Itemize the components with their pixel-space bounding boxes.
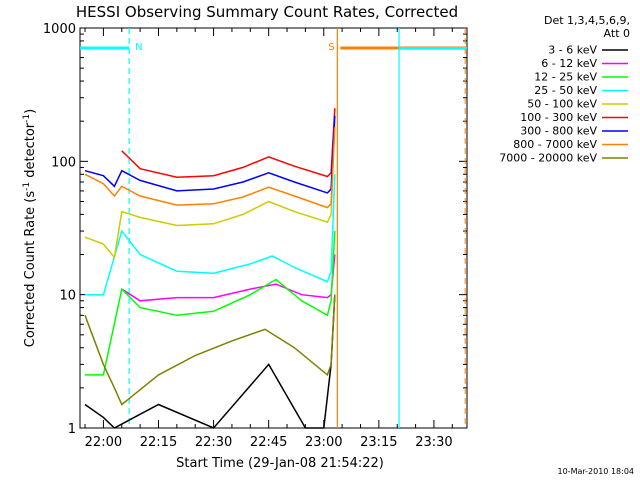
y-tick-label: 10: [59, 289, 76, 304]
timestamp: 10-Mar-2010 18:04: [558, 467, 635, 476]
x-tick-label: 22:45: [250, 435, 287, 450]
series-line: [121, 108, 336, 178]
legend-item-label: 800 - 7000 keV: [513, 138, 597, 151]
y-tick-label: 1000: [43, 22, 76, 37]
y-tick-label: 1: [68, 422, 76, 437]
marker-label: N: [135, 42, 142, 53]
legend-item-label: 7000 - 20000 keV: [499, 152, 597, 165]
y-axis-label-sup1: -1: [22, 182, 32, 191]
series-line: [84, 127, 336, 209]
series-line: [84, 294, 336, 429]
x-tick-labels: 22:00 22:15 22:30 22:45 23:00 23:15 23:30: [85, 435, 453, 450]
y-tick-label: 100: [51, 155, 76, 170]
plot-frame: [79, 27, 468, 429]
x-tick-label: 22:15: [140, 435, 177, 450]
y-axis-label-main: Corrected Count Rate (s: [23, 191, 38, 348]
legend-item-label: 3 - 6 keV: [548, 44, 597, 57]
series-lines: [84, 108, 336, 429]
series-line: [84, 115, 336, 194]
legend-item-label: 50 - 100 keV: [527, 98, 597, 111]
legend-item-label: 100 - 300 keV: [520, 111, 597, 124]
x-tick-label: 22:00: [85, 435, 122, 450]
x-tick-label: 22:30: [195, 435, 232, 450]
x-tick-label: 23:15: [360, 435, 397, 450]
legend-header-line1: Det 1,3,4,5,6,9,: [544, 14, 630, 27]
legend-item-label: 300 - 800 keV: [520, 125, 597, 138]
chart-title: HESSI Observing Summary Count Rates, Cor…: [76, 3, 458, 21]
y-tick-labels: 1 10 100 1000: [43, 22, 76, 437]
marker-label: S: [328, 42, 334, 53]
x-tick-label: 23:00: [305, 435, 342, 450]
y-axis-label: Corrected Count Rate (s-1 detector-1): [22, 109, 38, 347]
legend-header-line2: Att 0: [604, 27, 630, 40]
axis-ticks: [80, 27, 467, 429]
legend-item-label: 6 - 12 keV: [541, 57, 597, 70]
y-axis-label-sup2: -1: [22, 114, 32, 123]
legend-item-label: 12 - 25 keV: [534, 71, 597, 84]
x-tick-label: 23:30: [415, 435, 452, 450]
legend-item-label: 25 - 50 keV: [534, 84, 597, 97]
series-line: [84, 294, 336, 406]
y-axis-label-end: ): [23, 109, 38, 114]
y-axis-label-mid: detector: [23, 122, 38, 182]
series-line: [84, 121, 336, 260]
series-line: [85, 231, 336, 376]
x-axis-label: Start Time (29-Jan-08 21:54:22): [176, 456, 384, 471]
series-line: [85, 174, 336, 296]
